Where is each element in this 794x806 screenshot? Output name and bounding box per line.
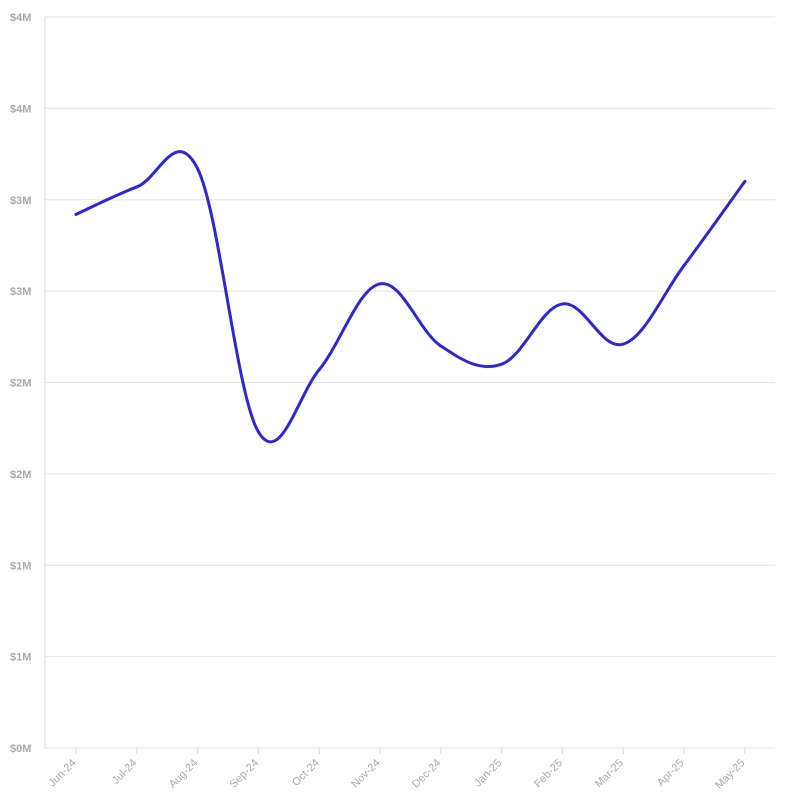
axis-layer: $0M $1M $1M $2M $2M $3M $3M $4M $4M Jun-24 Jul-24 A… (10, 12, 748, 791)
x-tick-label: Feb-25 (532, 757, 565, 790)
x-tick-label: Jan-25 (472, 757, 504, 789)
data-point (439, 344, 443, 348)
data-point (196, 167, 200, 171)
x-tick-label: Apr-25 (655, 757, 687, 789)
y-tick-label: $4M (10, 12, 31, 24)
x-tick-label: Dec-24 (410, 757, 444, 791)
y-tick-label: $1M (10, 652, 31, 664)
data-point (317, 368, 321, 372)
y-tick-label: $3M (10, 195, 31, 207)
x-tick-label: Aug-24 (167, 757, 201, 791)
y-tick-label: $4M (10, 103, 31, 115)
x-tick-label: Mar-25 (593, 757, 626, 790)
data-point (378, 282, 382, 286)
series-line (74, 150, 747, 444)
y-tick-label: $3M (10, 286, 31, 298)
data-point (743, 179, 747, 183)
grid-layer (45, 16, 775, 749)
x-tick-label: May-25 (713, 757, 747, 791)
data-point (560, 302, 564, 306)
data-point (256, 430, 260, 434)
data-point (682, 264, 686, 268)
data-point (74, 212, 78, 216)
y-tick-label: $0M (10, 743, 31, 755)
x-tick-label: Oct-24 (290, 757, 322, 789)
x-tick-label: Sep-24 (228, 757, 262, 791)
data-point (500, 362, 504, 366)
x-tick-label: Nov-24 (349, 757, 383, 791)
data-point (135, 185, 139, 189)
series-layer (74, 150, 747, 444)
y-tick-label: $2M (10, 378, 31, 390)
x-tick-label: Jul-24 (110, 757, 140, 787)
x-tick-label: Jun-24 (46, 757, 78, 789)
data-point (621, 342, 625, 346)
y-tick-label: $1M (10, 560, 31, 572)
y-tick-label: $2M (10, 469, 31, 481)
